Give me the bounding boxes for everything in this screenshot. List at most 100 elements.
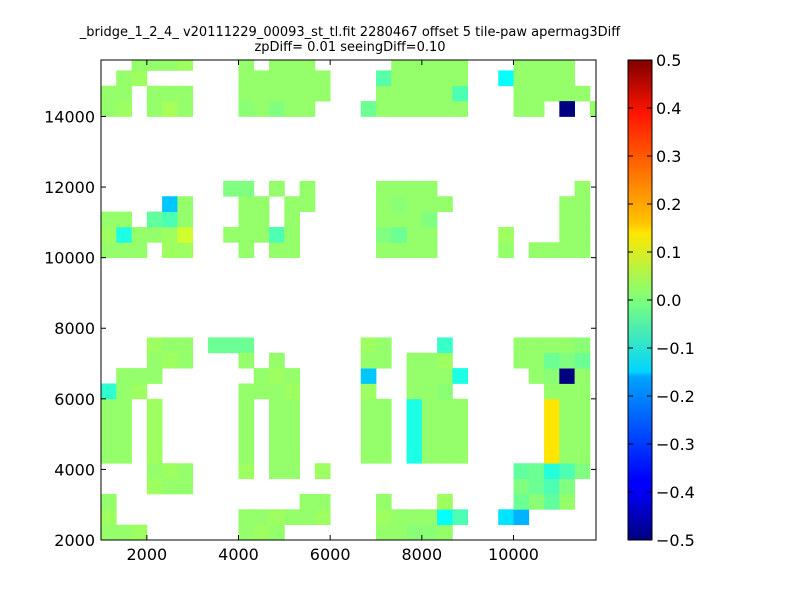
- colorbar-tick-label: −0.2: [656, 387, 695, 406]
- heatmap-cell: [101, 101, 117, 117]
- heatmap-cell: [177, 211, 194, 228]
- heatmap-cell: [544, 352, 560, 369]
- heatmap-cell: [376, 226, 392, 243]
- heatmap-cell: [406, 509, 423, 526]
- heatmap-cell: [177, 352, 194, 369]
- heatmap-cell: [559, 60, 575, 71]
- heatmap-cell: [421, 60, 438, 71]
- heatmap-cell: [284, 70, 300, 87]
- heatmap-cell: [269, 101, 285, 117]
- heatmap-cell: [146, 463, 163, 479]
- heatmap-cell: [101, 242, 117, 259]
- heatmap-cell: [238, 337, 255, 354]
- heatmap-cell: [253, 101, 270, 117]
- heatmap-cell: [528, 60, 545, 71]
- colorbar-tick-label: 0.2: [656, 195, 681, 214]
- heatmap-cell: [116, 101, 132, 117]
- heatmap-cell: [421, 368, 438, 384]
- heatmap-cell: [253, 368, 270, 384]
- heatmap-cell: [284, 60, 300, 71]
- heatmap-cell: [406, 524, 423, 540]
- y-tick-label: 8000: [54, 319, 95, 338]
- heatmap-cell: [437, 398, 453, 464]
- heatmap-cell: [559, 493, 575, 510]
- heatmap-cell: [238, 509, 255, 526]
- heatmap-cell: [544, 398, 560, 464]
- heatmap-cell: [421, 196, 438, 212]
- heatmap-cell: [360, 398, 377, 464]
- heatmap-cell: [253, 85, 270, 102]
- heatmap-cell: [391, 60, 407, 71]
- y-axis-ticks: 2000 4000 6000 8000 10000 12000 14000: [44, 107, 596, 550]
- heatmap-cell: [177, 101, 194, 117]
- heatmap-cells: [101, 60, 596, 540]
- heatmap-cell: [437, 85, 453, 102]
- heatmap-cell: [131, 242, 148, 259]
- heatmap-cell: [574, 368, 591, 384]
- heatmap-cell: [452, 398, 469, 464]
- heatmap-cell: [207, 337, 224, 354]
- heatmap-cell: [101, 524, 117, 540]
- heatmap-cell: [314, 493, 331, 510]
- heatmap-cell: [513, 493, 530, 510]
- heatmap-cell: [391, 509, 407, 526]
- plot-frame: [100, 59, 597, 541]
- heatmap-cell: [421, 211, 438, 228]
- heatmap-cell: [116, 398, 132, 464]
- heatmap-cell: [269, 368, 285, 384]
- heatmap-cell: [437, 493, 453, 510]
- heatmap-cell: [574, 242, 591, 259]
- heatmap-cell: [284, 101, 300, 117]
- heatmap-cell: [223, 226, 239, 243]
- heatmap-cell: [299, 60, 316, 71]
- heatmap-cell: [574, 463, 591, 479]
- heatmap-cell: [406, 352, 423, 369]
- heatmap-cell: [131, 524, 148, 540]
- heatmap-cell: [376, 101, 392, 117]
- heatmap-cell: [574, 352, 591, 369]
- heatmap-cell: [269, 352, 285, 369]
- heatmap-cell: [238, 70, 255, 87]
- heatmap-cell: [101, 85, 117, 102]
- heatmap-cell: [269, 524, 285, 540]
- heatmap-cell: [421, 101, 438, 117]
- x-tick-label: 8000: [401, 545, 442, 564]
- heatmap-cell: [528, 493, 545, 510]
- heatmap-cell: [452, 101, 469, 117]
- heatmap-cell: [299, 85, 316, 102]
- heatmap-cell: [253, 226, 270, 243]
- heatmap-cell: [269, 226, 285, 243]
- heatmap-cell: [299, 509, 316, 526]
- heatmap-cell: [284, 85, 300, 102]
- heatmap-cell: [559, 211, 575, 228]
- x-tick-label: 6000: [310, 545, 351, 564]
- heatmap-cell: [391, 196, 407, 212]
- heatmap-cell: [116, 242, 132, 259]
- heatmap-cell: [437, 383, 453, 400]
- heatmap-cell: [391, 180, 407, 197]
- heatmap-cell: [391, 211, 407, 228]
- chart-title-line-2: zpDiff= 0.01 seeingDiff=0.10: [254, 40, 446, 55]
- heatmap-cell: [406, 196, 423, 212]
- heatmap-cell: [146, 398, 163, 464]
- heatmap-cell: [421, 398, 438, 464]
- heatmap-cell: [513, 509, 530, 526]
- heatmap-cell: [269, 509, 285, 526]
- heatmap-cell: [528, 70, 545, 87]
- heatmap-cell: [376, 352, 392, 369]
- heatmap-cell: [162, 352, 178, 369]
- heatmap-cell: [391, 524, 407, 540]
- heatmap-cell: [421, 383, 438, 400]
- heatmap-cell: [269, 85, 285, 102]
- heatmap-cell: [544, 478, 560, 495]
- heatmap-cell: [437, 524, 453, 540]
- heatmap-cell: [437, 509, 453, 526]
- y-tick-label: 2000: [54, 531, 95, 550]
- heatmap-cell: [101, 226, 117, 243]
- heatmap-cell: [498, 242, 514, 259]
- heatmap-cell: [498, 70, 514, 87]
- heatmap-cell: [452, 509, 469, 526]
- heatmap-cell: [284, 368, 300, 384]
- heatmap-cell: [101, 509, 117, 526]
- heatmap-cell: [101, 493, 117, 510]
